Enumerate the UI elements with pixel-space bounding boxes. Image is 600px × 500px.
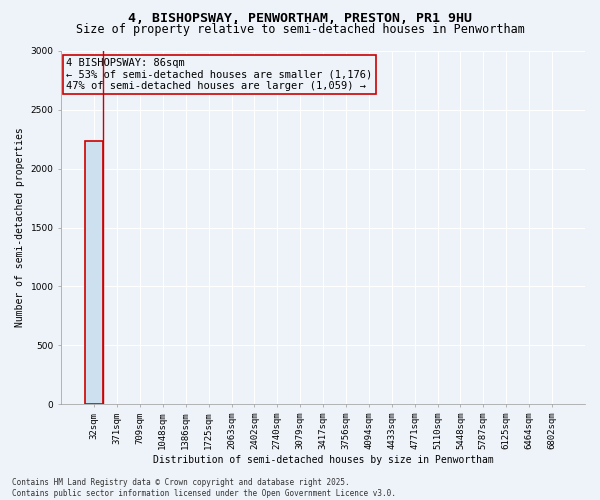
Y-axis label: Number of semi-detached properties: Number of semi-detached properties (15, 128, 25, 328)
Bar (85, 141, 103, 404)
Text: 4 BISHOPSWAY: 86sqm
← 53% of semi-detached houses are smaller (1,176)
47% of sem: 4 BISHOPSWAY: 86sqm ← 53% of semi-detach… (67, 58, 373, 92)
X-axis label: Distribution of semi-detached houses by size in Penwortham: Distribution of semi-detached houses by … (153, 455, 493, 465)
Text: Contains HM Land Registry data © Crown copyright and database right 2025.
Contai: Contains HM Land Registry data © Crown c… (12, 478, 396, 498)
Text: 4, BISHOPSWAY, PENWORTHAM, PRESTON, PR1 9HU: 4, BISHOPSWAY, PENWORTHAM, PRESTON, PR1 … (128, 12, 472, 26)
Text: Size of property relative to semi-detached houses in Penwortham: Size of property relative to semi-detach… (76, 22, 524, 36)
